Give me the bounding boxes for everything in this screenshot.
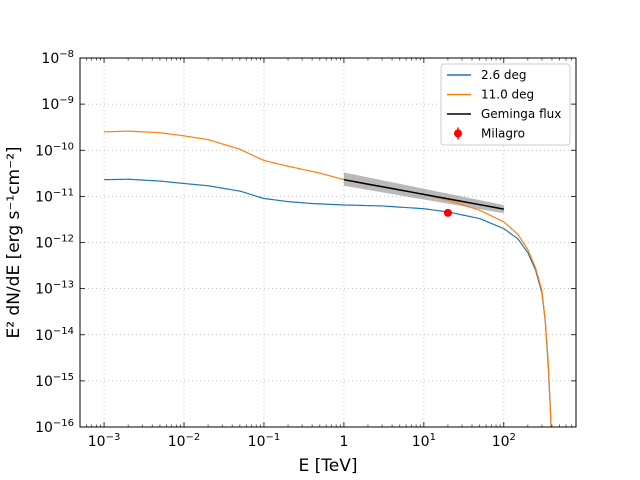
legend-box [440,63,571,146]
x-tick-label: 1 [339,434,348,450]
x-tick-label: 101 [412,432,436,450]
y-tick-label: 10−9 [41,95,74,113]
series-line-11-0-deg [104,130,552,428]
x-axis-label: E [TeV] [299,456,358,476]
tick-labels: 10−3 10−2 10−1 1 101 10210−1610−1510−1410−131… [35,49,516,450]
y-tick-label: 10−13 [35,280,74,298]
x-tick-label: 10−2 [168,432,201,450]
y-tick-label: 10−12 [35,234,74,252]
y-tick-label: 10−14 [35,326,74,344]
y-tick-label: 10−8 [41,49,74,67]
geminga-band-layer [343,172,504,214]
y-tick-label: 10−11 [35,187,74,205]
geminga-uncertainty-band [343,172,504,214]
series-lines [104,130,552,428]
x-tick-label: 10−1 [248,432,281,450]
legend-label: Geminga flux [481,107,561,121]
legend-label: 2.6 deg [481,68,527,82]
milagro-point [443,208,452,217]
y-axis-label: E² dN/dE [erg s⁻¹cm⁻²] [4,146,24,338]
x-tick-label: 102 [492,432,516,450]
legend: 2.6 deg 11.0 deg Geminga flux Milagro [440,63,571,146]
legend-label: 11.0 deg [481,88,534,102]
y-tick-label: 10−15 [35,372,74,390]
axis-ticks [79,57,577,428]
legend-swatch-marker [454,129,462,138]
x-tick-label: 10−3 [88,432,121,450]
milagro-layer [443,208,452,217]
legend-label: Milagro [481,127,525,141]
series-line-geminga-flux [343,178,504,210]
y-tick-label: 10−16 [35,418,74,436]
series-line-2-6-deg [104,178,552,428]
y-tick-label: 10−10 [35,141,74,159]
